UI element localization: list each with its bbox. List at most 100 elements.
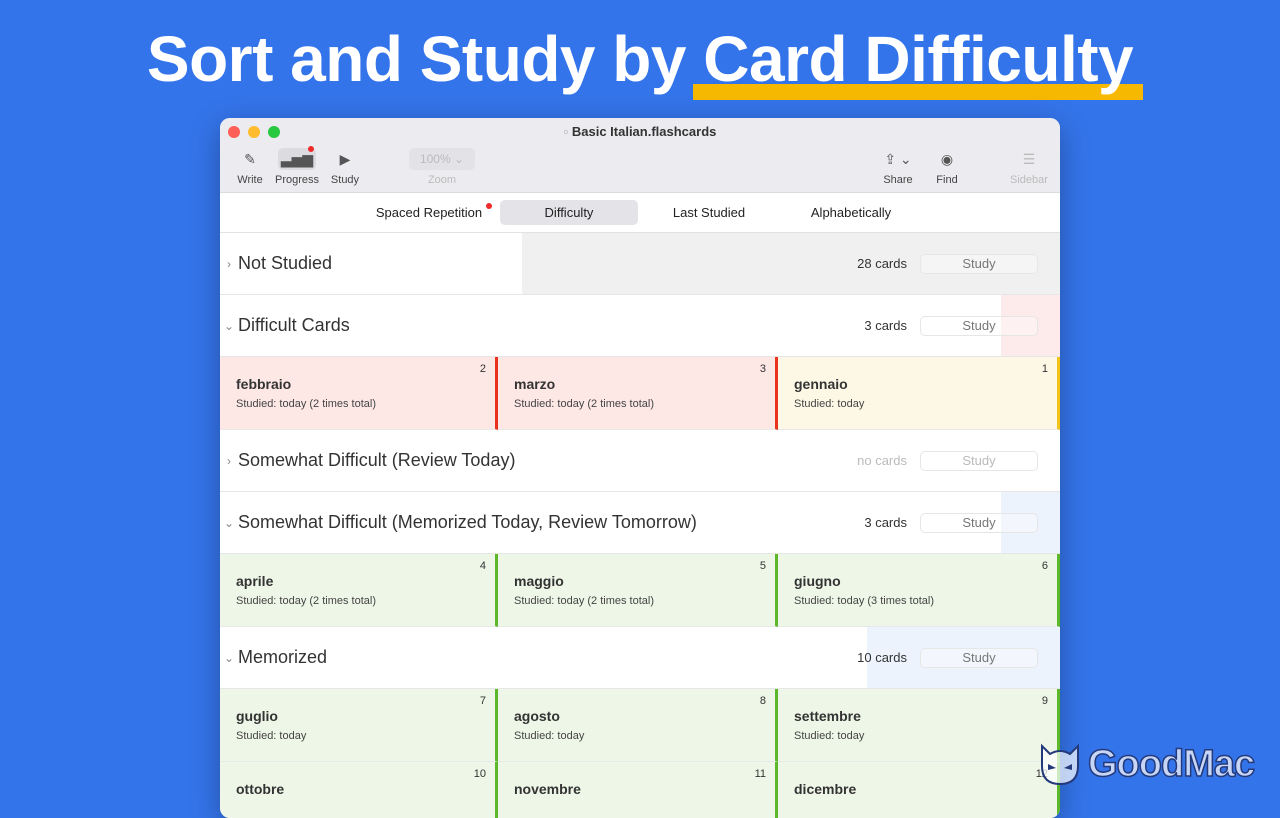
chevron-right-icon[interactable]: › [227, 256, 231, 271]
section-progress-fill [1001, 295, 1060, 356]
card-number: 6 [1041, 560, 1048, 572]
card-studied: Studied: today [236, 730, 307, 742]
card-number: 1 [1041, 363, 1048, 375]
app-window: ▫ Basic Italian.flashcards ✎ Write ▃▅▆ Pro… [220, 118, 1060, 818]
card-word: gennaio [794, 376, 848, 392]
pencil-icon: ✎ [244, 150, 256, 167]
tab-spaced-repetition[interactable]: Spaced Repetition [358, 200, 500, 225]
section-study-button[interactable]: Study [920, 647, 1038, 668]
flashcard[interactable]: 6 giugno Studied: today (3 times total) [778, 554, 1060, 627]
progress-badge [308, 146, 314, 152]
bar-chart-icon: ▃▅▆ [278, 148, 316, 170]
flashcard[interactable]: 2 febbraio Studied: today (2 times total… [220, 357, 498, 430]
card-word: maggio [514, 573, 564, 589]
section-header[interactable]: ⌄ Somewhat Difficult (Memorized Today, R… [220, 492, 1060, 554]
sidebar-button[interactable]: ☰ Sidebar [1006, 148, 1052, 187]
card-word: agosto [514, 708, 560, 724]
section-card-count: no cards [857, 453, 907, 468]
section-card-count: 28 cards [857, 256, 907, 271]
card-studied: Studied: today (2 times total) [236, 398, 377, 410]
tab-difficulty[interactable]: Difficulty [500, 200, 638, 225]
headline-highlight: Card Difficulty [693, 23, 1143, 100]
section-header[interactable]: ⌄ Difficult Cards 3 cards Study [220, 295, 1060, 357]
tab-last-studied[interactable]: Last Studied [672, 205, 746, 220]
flashcard[interactable]: 9 settembre Studied: today [778, 689, 1060, 762]
section-title: Somewhat Difficult (Review Today) [238, 450, 516, 470]
progress-button[interactable]: ▃▅▆ Progress [272, 146, 322, 186]
card-word: novembre [514, 781, 581, 797]
section-title: Somewhat Difficult (Memorized Today, Rev… [238, 512, 697, 532]
sidebar-list-icon: ☰ [1022, 150, 1036, 167]
window-title: ▫ Basic Italian.flashcards [563, 124, 717, 139]
card-number: 5 [759, 560, 766, 572]
search-icon: ◉ [940, 150, 954, 167]
close-button[interactable] [228, 126, 240, 138]
card-studied: Studied: today [794, 398, 865, 410]
share-icon: ⇪ ⌄ [884, 150, 912, 167]
card-grid: 7 guglio Studied: today 8 agosto Studied:… [220, 689, 1060, 818]
card-word: dicembre [794, 781, 857, 797]
section-progress-fill [1001, 492, 1060, 553]
minimize-button[interactable] [248, 126, 260, 138]
card-number: 8 [759, 695, 766, 707]
card-number: 9 [1041, 695, 1048, 707]
card-number: 10 [473, 768, 486, 780]
chevron-right-icon[interactable]: › [227, 453, 231, 468]
flashcard[interactable]: 7 guglio Studied: today [220, 689, 498, 762]
study-button[interactable]: ▶ Study [328, 148, 362, 187]
card-word: febbraio [236, 376, 292, 392]
section-header[interactable]: ⌄ Memorized 10 cards Study [220, 627, 1060, 689]
card-number: 3 [759, 363, 766, 375]
zoom-value: 100% ⌄ [409, 148, 475, 170]
chevron-down-icon[interactable]: ⌄ [223, 515, 235, 530]
flashcard[interactable]: 3 marzo Studied: today (2 times total) [498, 357, 778, 430]
section-list: › Not Studied 28 cards Study ⌄ Difficult… [220, 233, 1060, 818]
section-study-button[interactable]: Study [920, 512, 1038, 533]
section-title: Memorized [238, 647, 328, 667]
section-title: Difficult Cards [238, 315, 350, 335]
card-studied: Studied: today (2 times total) [236, 595, 377, 607]
headline-text: Sort and Study by [146, 23, 704, 95]
flashcard[interactable]: 1 gennaio Studied: today [778, 357, 1060, 430]
tab-badge [486, 203, 492, 209]
flashcard[interactable]: 4 aprile Studied: today (2 times total) [220, 554, 498, 627]
watermark-text: GoodMac [1087, 742, 1256, 786]
card-studied: Studied: today (2 times total) [514, 595, 655, 607]
card-studied: Studied: today (2 times total) [514, 398, 655, 410]
section-study-button[interactable]: Study [920, 315, 1038, 336]
goodmac-logo-icon [1041, 743, 1079, 786]
section-study-button[interactable]: Study [920, 450, 1038, 471]
section-progress-fill [866, 627, 1060, 688]
card-word: aprile [236, 573, 274, 589]
headline: Sort and Study by Card Difficulty [0, 22, 1280, 100]
write-button[interactable]: ✎ Write [232, 148, 268, 187]
card-grid: 4 aprile Studied: today (2 times total) 5… [220, 554, 1060, 627]
card-number: 7 [479, 695, 486, 707]
section-card-count: 3 cards [864, 515, 907, 530]
zoom-select[interactable]: 100% ⌄ Zoom [409, 148, 475, 186]
zoom-window-button[interactable] [268, 126, 280, 138]
card-word: settembre [794, 708, 861, 724]
chevron-down-icon[interactable]: ⌄ [223, 650, 235, 665]
card-number: 2 [479, 363, 486, 375]
tab-alphabetically[interactable]: Alphabetically [810, 205, 892, 220]
section-header[interactable]: › Somewhat Difficult (Review Today) no c… [220, 430, 1060, 492]
flashcard[interactable]: 10 ottobre [220, 762, 498, 818]
card-number: 11 [754, 768, 766, 780]
card-word: marzo [514, 376, 556, 392]
sort-tabs: Spaced Repetition Difficulty Last Studied A… [220, 193, 1060, 233]
flashcard[interactable]: 11 novembre [498, 762, 778, 818]
titlebar: ▫ Basic Italian.flashcards ✎ Write ▃▅▆ Pro… [220, 118, 1060, 193]
goodmac-watermark: GoodMac [1038, 742, 1256, 786]
flashcard[interactable]: 12 dicembre [778, 762, 1060, 818]
chevron-down-icon[interactable]: ⌄ [223, 318, 235, 333]
section-study-button[interactable]: Study [920, 253, 1038, 274]
section-header[interactable]: › Not Studied 28 cards Study [220, 233, 1060, 295]
card-number: 4 [479, 560, 486, 572]
flashcard[interactable]: 8 agosto Studied: today [498, 689, 778, 762]
section-progress-fill [522, 233, 1060, 294]
find-button[interactable]: ◉ Find [932, 148, 962, 187]
flashcard[interactable]: 5 maggio Studied: today (2 times total) [498, 554, 778, 627]
share-button[interactable]: ⇪ ⌄ Share [880, 148, 916, 187]
section-card-count: 10 cards [857, 650, 907, 665]
